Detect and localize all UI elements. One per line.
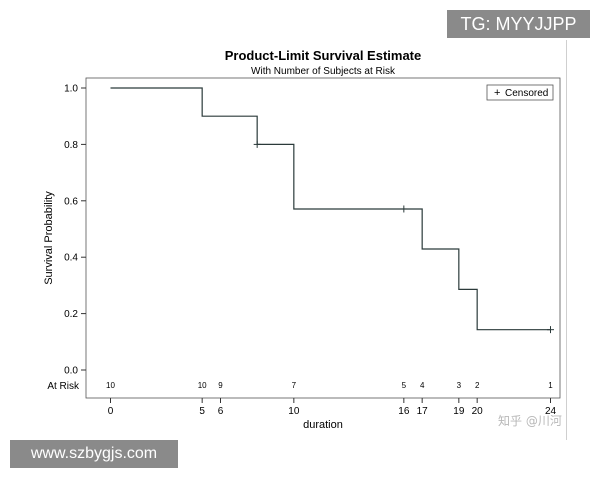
at-risk-count: 7 bbox=[292, 381, 297, 390]
page-edge-rule bbox=[566, 40, 567, 440]
y-tick-label: 0.4 bbox=[64, 253, 78, 264]
chart-subtitle: With Number of Subjects at Risk bbox=[251, 66, 396, 77]
x-tick-label: 17 bbox=[417, 406, 429, 417]
at-risk-count: 10 bbox=[106, 381, 115, 390]
survival-curve bbox=[110, 87, 551, 331]
x-tick-label: 6 bbox=[218, 406, 224, 417]
legend-label: Censored bbox=[505, 88, 548, 99]
legend-box bbox=[486, 84, 554, 101]
watermark-zhihu: 知乎 @川河 bbox=[498, 414, 562, 428]
x-tick-label: 20 bbox=[472, 406, 484, 417]
at-risk-count: 3 bbox=[457, 381, 462, 390]
y-tick-label: 0.2 bbox=[64, 309, 78, 320]
at-risk-count: 2 bbox=[475, 381, 480, 390]
chart-title: Product-Limit Survival Estimate bbox=[225, 48, 422, 63]
at-risk-count: 1 bbox=[548, 381, 553, 390]
y-tick-label: 0.8 bbox=[64, 140, 78, 151]
x-tick-label: 10 bbox=[288, 406, 300, 417]
at-risk-count: 10 bbox=[198, 381, 207, 390]
at-risk-count: 4 bbox=[420, 381, 425, 390]
plot-frame bbox=[85, 77, 561, 399]
y-tick-label: 0.0 bbox=[64, 366, 78, 377]
y-tick-label: 1.0 bbox=[64, 84, 78, 95]
x-tick-label: 24 bbox=[545, 406, 557, 417]
at-risk-label: At Risk bbox=[47, 381, 80, 392]
y-tick-label: 0.6 bbox=[64, 196, 78, 207]
x-tick-label: 5 bbox=[199, 406, 205, 417]
watermark-bottom: www.szbygjs.com bbox=[10, 440, 178, 468]
legend: + Censored bbox=[486, 84, 554, 101]
watermark-top: TG: MYYJJPP bbox=[447, 10, 590, 38]
x-axis-label: duration bbox=[303, 419, 343, 431]
at-risk-count: 5 bbox=[402, 381, 407, 390]
x-tick-label: 0 bbox=[108, 406, 114, 417]
at-risk-count: 9 bbox=[218, 381, 223, 390]
x-tick-label: 16 bbox=[398, 406, 410, 417]
x-tick-label: 19 bbox=[453, 406, 465, 417]
legend-symbol: + bbox=[494, 87, 500, 99]
y-axis-label: Survival Probability bbox=[43, 191, 55, 285]
